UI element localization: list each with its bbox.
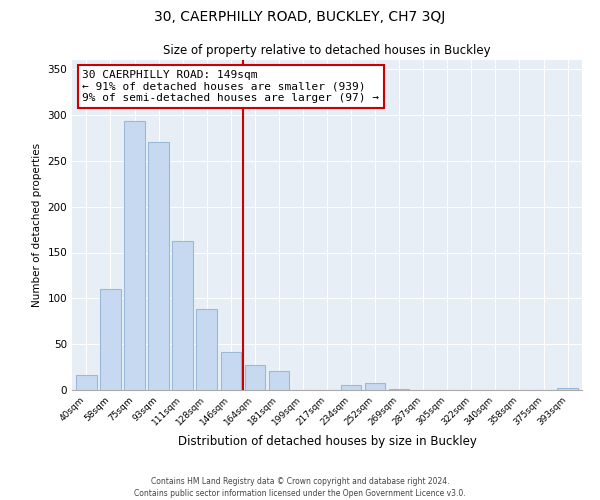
- X-axis label: Distribution of detached houses by size in Buckley: Distribution of detached houses by size …: [178, 436, 476, 448]
- Bar: [245, 365, 265, 390]
- Y-axis label: Number of detached properties: Number of detached properties: [32, 143, 42, 307]
- Text: Contains HM Land Registry data © Crown copyright and database right 2024.
Contai: Contains HM Land Registry data © Crown c…: [134, 476, 466, 498]
- Bar: [341, 384, 361, 390]
- Bar: [148, 142, 169, 390]
- Text: 30, CAERPHILLY ROAD, BUCKLEY, CH7 3QJ: 30, CAERPHILLY ROAD, BUCKLEY, CH7 3QJ: [154, 10, 446, 24]
- Text: 30 CAERPHILLY ROAD: 149sqm
← 91% of detached houses are smaller (939)
9% of semi: 30 CAERPHILLY ROAD: 149sqm ← 91% of deta…: [82, 70, 379, 103]
- Bar: [124, 122, 145, 390]
- Bar: [365, 382, 385, 390]
- Bar: [389, 389, 409, 390]
- Bar: [269, 371, 289, 390]
- Title: Size of property relative to detached houses in Buckley: Size of property relative to detached ho…: [163, 44, 491, 58]
- Bar: [196, 310, 217, 390]
- Bar: [100, 289, 121, 390]
- Bar: [76, 376, 97, 390]
- Bar: [557, 388, 578, 390]
- Bar: [172, 240, 193, 390]
- Bar: [221, 352, 241, 390]
